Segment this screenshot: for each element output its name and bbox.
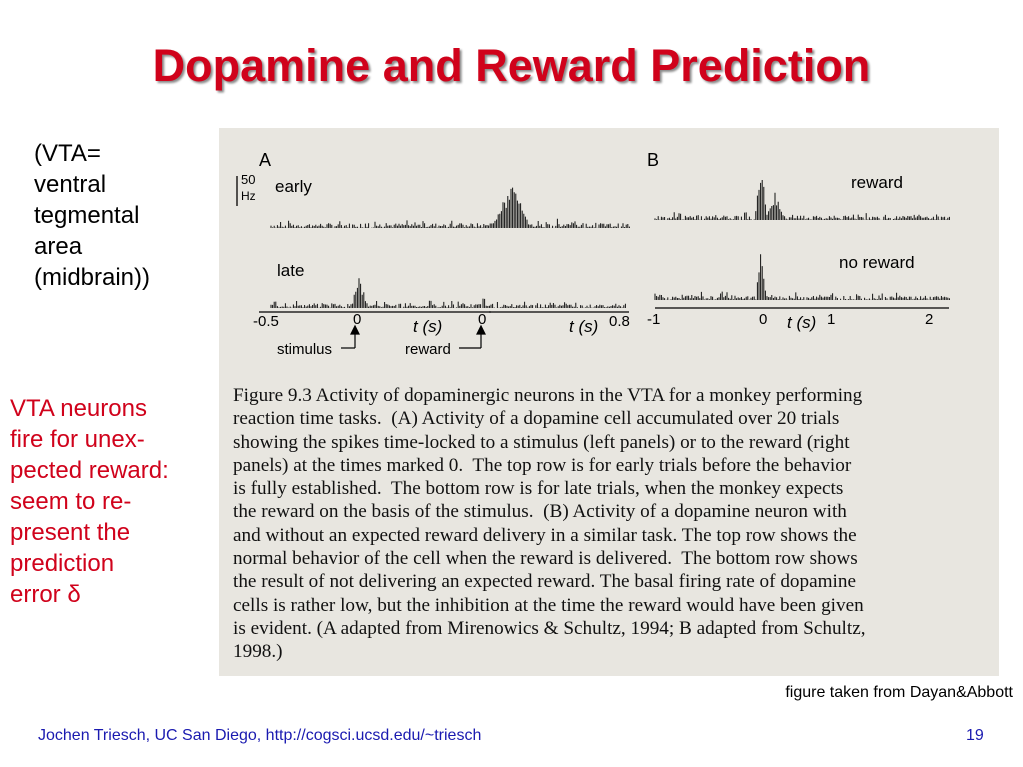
panel-a-label: A [259,150,271,170]
raster-b-reward [654,180,950,220]
tick-a2-zero: 0 [478,311,486,328]
stimulus-arrow-icon [341,324,360,349]
vta-definition: (VTA= ventral tegmental area (midbrain)) [34,140,151,291]
page-number: 19 [966,727,984,744]
marker-reward: reward [405,341,451,358]
reward-arrow-icon [459,324,486,349]
label-late: late [277,261,304,280]
label-early: early [275,177,312,196]
axis-label-a2: t (s) [569,317,598,336]
tick-b-left: -1 [647,311,660,328]
tick-b-zero: 0 [759,311,767,328]
figure-credit: figure taken from Dayan&Abbott [785,684,1013,701]
slide-title: Dopamine and Reward Prediction [152,40,871,91]
raster-plots: A B 50 Hz early late reward no reward -0… [236,150,950,358]
label-reward: reward [851,173,903,192]
scale-unit: Hz [241,189,256,203]
tick-b-two: 2 [925,311,933,328]
raster-b-no-reward [654,254,950,300]
tick-b-one: 1 [827,311,835,328]
tick-a2-right: 0.8 [609,313,630,330]
axis-label-b: t (s) [787,313,816,332]
marker-stimulus: stimulus [277,341,332,358]
scanned-figure: A B 50 Hz early late reward no reward -0… [219,128,999,676]
label-no-reward: no reward [839,253,915,272]
axis-lines [236,176,949,313]
footer-author: Jochen Triesch, UC San Diego, http://cog… [38,727,482,744]
raster-a-late-stimulus [270,278,482,308]
panel-b-label: B [647,150,659,170]
tick-a1-left: -0.5 [253,313,279,330]
raster-a-early [270,187,630,228]
figure-caption: Figure 9.3 Activity of dopaminergic neur… [233,385,866,663]
axis-label-a1: t (s) [413,317,442,336]
tick-a1-zero: 0 [353,311,361,328]
scale-value: 50 [241,172,255,187]
raster-a-late-reward [482,298,626,308]
key-point-text: VTA neurons fire for unex- pected reward… [10,395,169,608]
